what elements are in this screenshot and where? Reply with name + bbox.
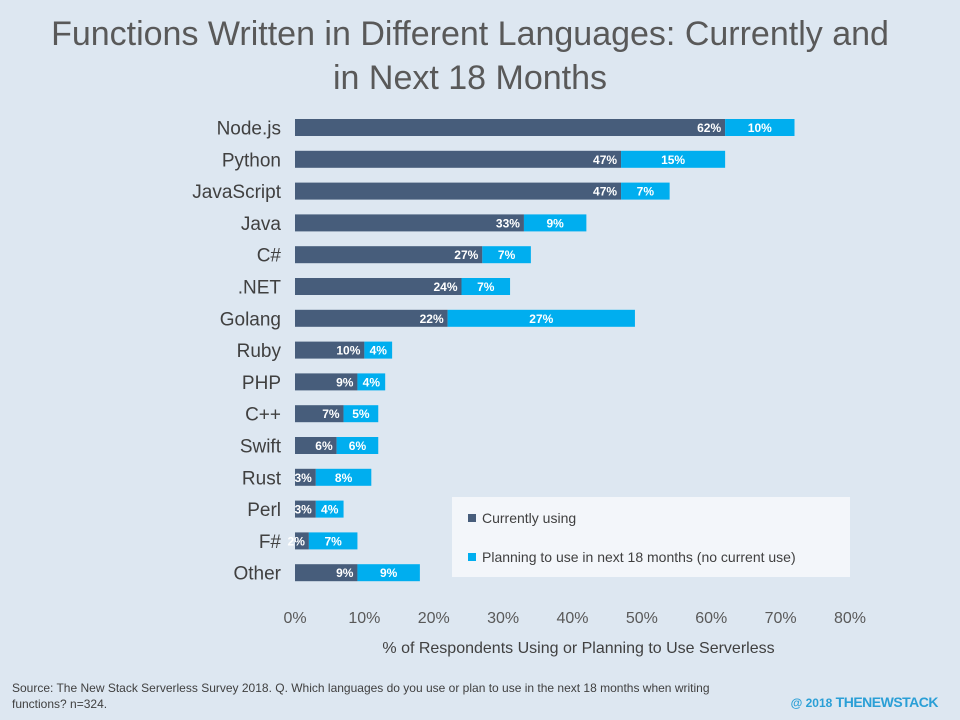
category-label: Node.js — [217, 119, 281, 140]
source-note: Source: The New Stack Serverless Survey … — [12, 681, 710, 711]
data-label: 2% — [288, 534, 306, 548]
category-label: .NET — [238, 278, 282, 299]
bar-segment — [621, 150, 726, 168]
category-label: PHP — [242, 373, 281, 394]
legend — [452, 497, 850, 577]
bar-segment — [315, 468, 372, 486]
bar-segment — [295, 119, 726, 136]
bar-segment — [621, 182, 670, 200]
bar-segment — [295, 309, 448, 327]
bar-segment — [357, 564, 420, 582]
legend-swatch — [468, 553, 476, 561]
copyright: @ 2018 — [790, 696, 833, 710]
category-label: JavaScript — [192, 182, 281, 203]
bar-segment — [295, 373, 358, 391]
data-label: 22% — [420, 312, 444, 326]
x-tick-label: 60% — [695, 610, 727, 627]
category-label: Python — [222, 150, 281, 171]
data-label: 8% — [335, 471, 353, 485]
category-label: Ruby — [237, 341, 282, 362]
legend-swatch — [468, 514, 476, 522]
data-label: 33% — [496, 216, 520, 230]
x-tick-label: 0% — [283, 610, 306, 627]
data-label: 6% — [315, 439, 333, 453]
bar-segment — [295, 341, 365, 359]
x-tick-label: 30% — [487, 610, 519, 627]
data-label: 9% — [336, 566, 354, 580]
bar-segment — [295, 214, 524, 232]
category-label: Golang — [220, 309, 281, 330]
data-label: 5% — [352, 407, 370, 421]
footer: @ 2018 THENEWSTACK — [790, 694, 939, 710]
data-label: 4% — [370, 344, 388, 358]
bar-segment — [315, 500, 344, 518]
data-label: 62% — [697, 121, 721, 135]
bar-segment — [295, 150, 622, 168]
bar-segment — [523, 214, 587, 232]
data-label: 9% — [380, 566, 398, 580]
legend-label: Currently using — [482, 510, 576, 526]
category-label: C# — [257, 246, 282, 267]
data-label: 27% — [454, 248, 478, 262]
category-label: C++ — [245, 405, 281, 426]
chart-title: Functions Written in Different Languages… — [51, 15, 889, 97]
bar-segment — [482, 246, 531, 264]
data-label: 47% — [593, 185, 617, 199]
data-label: 10% — [336, 344, 360, 358]
category-label: Swift — [240, 437, 282, 458]
data-label: 7% — [324, 534, 342, 548]
data-label: 9% — [546, 216, 564, 230]
x-axis-label: % of Respondents Using or Planning to Us… — [382, 640, 774, 657]
category-label: Rust — [242, 468, 282, 489]
data-label: 3% — [294, 503, 312, 517]
bar-segment — [295, 437, 337, 454]
bar-segment — [295, 532, 309, 550]
bar-segment — [357, 373, 386, 391]
brand-logo: THENEWSTACK — [835, 694, 939, 710]
legend-label: Planning to use in next 18 months (no cu… — [482, 549, 796, 565]
bar-segment — [343, 405, 379, 423]
data-label: 24% — [433, 280, 457, 294]
bar-segment — [725, 119, 795, 136]
data-label: 47% — [593, 153, 617, 167]
bar-segment — [295, 468, 316, 486]
data-label: 7% — [477, 280, 495, 294]
x-tick-label: 40% — [556, 610, 588, 627]
data-label: 9% — [336, 375, 354, 389]
data-label: 15% — [661, 153, 685, 167]
x-tick-label: 20% — [418, 610, 450, 627]
data-label: 4% — [363, 375, 381, 389]
category-label: Perl — [247, 500, 281, 521]
category-label: Java — [241, 214, 282, 235]
data-label: 10% — [748, 121, 772, 135]
bar-segment — [308, 532, 358, 550]
bar-segment — [295, 278, 462, 295]
bar-segment — [295, 246, 483, 264]
bar-segment — [336, 437, 379, 454]
bar-segment — [295, 564, 358, 582]
x-tick-label: 80% — [834, 610, 866, 627]
bar-segment — [364, 341, 393, 359]
x-tick-label: 50% — [626, 610, 658, 627]
bar-segment — [295, 182, 622, 200]
data-label: 7% — [498, 248, 516, 262]
x-tick-label: 10% — [348, 610, 380, 627]
data-label: 7% — [637, 185, 655, 199]
data-label: 4% — [321, 503, 339, 517]
bar-segment — [295, 405, 344, 423]
data-label: 3% — [294, 471, 312, 485]
bar-segment — [447, 309, 635, 327]
data-label: 7% — [322, 407, 340, 421]
category-label: F# — [259, 532, 282, 553]
category-label: Other — [233, 564, 281, 585]
data-label: 27% — [529, 312, 553, 326]
bar-segment — [295, 500, 316, 518]
x-tick-label: 70% — [765, 610, 797, 627]
data-label: 6% — [349, 439, 367, 453]
bar-segment — [461, 278, 511, 295]
